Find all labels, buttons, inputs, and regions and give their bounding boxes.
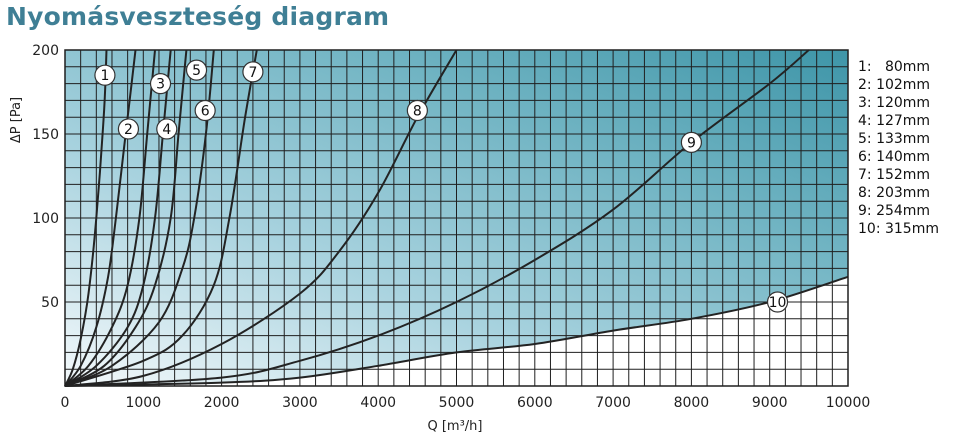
x-tick-label: 10000 bbox=[826, 395, 871, 411]
tick-labels: 0 1000 2000 3000 4000 5000 6000 7000 8000 9000 100… bbox=[32, 43, 870, 411]
grid bbox=[64, 49, 849, 387]
x-tick-label: 9000 bbox=[752, 395, 788, 411]
curve-3 bbox=[64, 49, 156, 387]
curve-label-1: 1 bbox=[100, 68, 109, 84]
x-tick-label: 5000 bbox=[439, 395, 475, 411]
legend-item: 6: 140mm bbox=[858, 149, 930, 165]
curve-label-circle-1 bbox=[94, 64, 116, 86]
curve-label-circle-4 bbox=[156, 118, 178, 140]
legend-item: 5: 133mm bbox=[858, 131, 930, 147]
curve-9 bbox=[64, 49, 810, 387]
y-tick-label: 200 bbox=[32, 43, 59, 59]
legend-item: 10: 315mm bbox=[858, 221, 939, 237]
curve-label-7: 7 bbox=[248, 65, 257, 81]
curves bbox=[64, 49, 849, 387]
curve-label-8: 8 bbox=[413, 103, 422, 119]
curve-label-10: 10 bbox=[769, 295, 787, 311]
legend: 1: 80mm 2: 102mm 3: 120mm 4: 127mm 5: 133mm 6… bbox=[858, 59, 939, 237]
x-tick-label: 7000 bbox=[595, 395, 631, 411]
curve-7 bbox=[64, 49, 258, 387]
y-tick-label: 150 bbox=[32, 127, 59, 143]
x-tick-label: 2000 bbox=[204, 395, 240, 411]
curve-label-9: 9 bbox=[687, 135, 696, 151]
legend-item: 2: 102mm bbox=[858, 77, 930, 93]
curve-label-4: 4 bbox=[162, 122, 171, 138]
curve-label-circle-5 bbox=[185, 59, 208, 81]
curve-labels: 1 2 3 4 5 6 7 8 9 10 bbox=[94, 59, 789, 313]
curve-6 bbox=[64, 49, 215, 387]
x-axis-label: Q [m³/h] bbox=[427, 419, 482, 434]
curve-label-2: 2 bbox=[124, 122, 133, 138]
legend-item: 8: 203mm bbox=[858, 185, 930, 201]
legend-item: 7: 152mm bbox=[858, 167, 930, 183]
chart-title: Nyomásveszteség diagram bbox=[6, 2, 390, 31]
curve-label-circle-7 bbox=[242, 61, 264, 83]
curve-label-circle-10 bbox=[766, 291, 789, 313]
curve-10 bbox=[64, 275, 849, 387]
x-tick-label: 6000 bbox=[517, 395, 553, 411]
curve-label-3: 3 bbox=[156, 77, 165, 93]
curve-label-5: 5 bbox=[192, 63, 201, 79]
legend-item: 4: 127mm bbox=[858, 113, 930, 129]
curve-1 bbox=[64, 49, 108, 387]
curve-label-circle-8 bbox=[406, 99, 428, 122]
x-tick-label: 4000 bbox=[360, 395, 396, 411]
legend-item: 1: 80mm bbox=[858, 59, 930, 75]
legend-item: 3: 120mm bbox=[858, 95, 930, 111]
x-tick-label: 8000 bbox=[674, 395, 710, 411]
y-tick-label: 100 bbox=[32, 211, 59, 227]
y-axis-label: ΔP [Pa] bbox=[9, 97, 24, 143]
curve-label-circle-2 bbox=[117, 118, 140, 140]
curve-label-circle-9 bbox=[680, 131, 703, 153]
x-tick-label: 1000 bbox=[125, 395, 161, 411]
x-tick-label: 3000 bbox=[282, 395, 318, 411]
curve-label-circle-6 bbox=[194, 99, 216, 122]
curve-label-circle-3 bbox=[149, 72, 172, 95]
curve-2 bbox=[64, 49, 137, 387]
x-tick-label: 0 bbox=[61, 395, 70, 411]
legend-item: 9: 254mm bbox=[858, 203, 930, 219]
curve-8 bbox=[64, 49, 458, 387]
curve-5 bbox=[64, 49, 188, 387]
curve-label-6: 6 bbox=[201, 103, 210, 119]
y-tick-label: 50 bbox=[41, 295, 59, 311]
